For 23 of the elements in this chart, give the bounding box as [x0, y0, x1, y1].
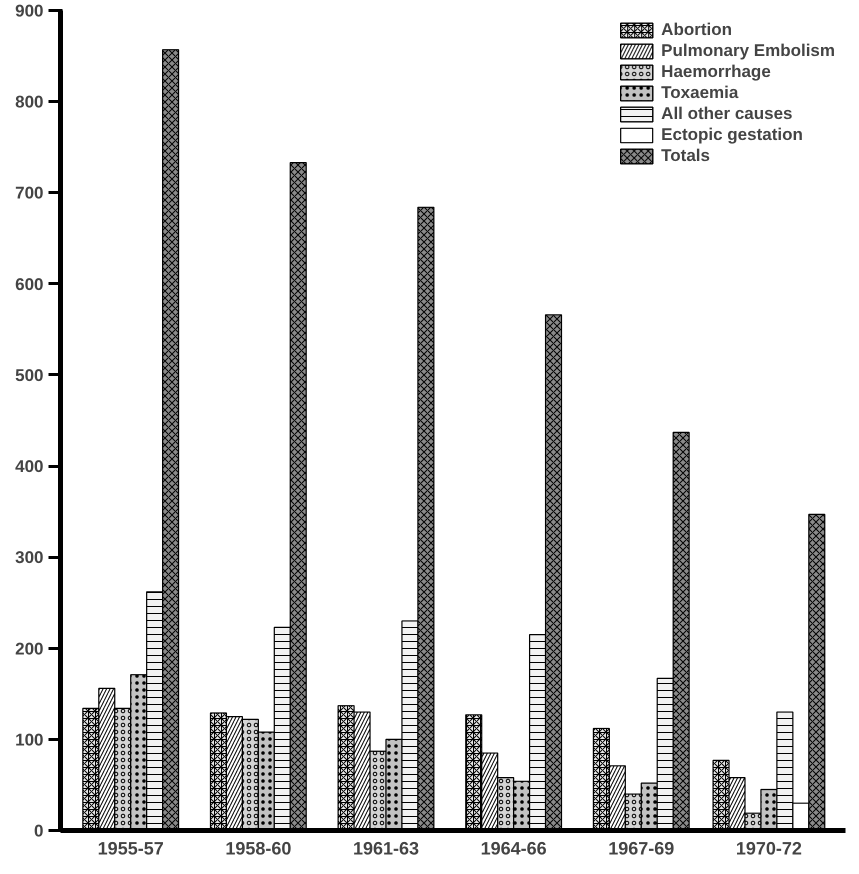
x-tick-label: 1961-63	[352, 838, 420, 858]
x-tick-label: 1967-69	[608, 838, 674, 858]
y-tick-label: 400	[15, 457, 44, 476]
y-tick-label: 800	[15, 92, 44, 112]
x-tick-label: 1964-66	[480, 838, 547, 858]
y-tick-label: 700	[15, 184, 44, 203]
y-tick-label: 500	[15, 366, 44, 385]
legend-label: Toxaemia	[661, 83, 738, 103]
x-tick-label: 1958-60	[225, 838, 292, 858]
legend-label: All other causes	[661, 104, 792, 124]
y-tick-label: 300	[15, 548, 44, 568]
x-tick-label: 1970-72	[736, 838, 802, 858]
legend-label: Abortion	[661, 20, 732, 40]
y-tick-label: 0	[34, 822, 44, 840]
y-tick-label: 600	[15, 274, 44, 294]
legend-label: Pulmonary Embolism	[661, 41, 835, 61]
legend-label: Haemorrhage	[661, 62, 771, 82]
legend-label: Ectopic gestation	[661, 125, 803, 145]
y-tick-label: 200	[15, 639, 44, 658]
legend-label: Totals	[661, 146, 710, 166]
y-tick-label: 100	[15, 730, 44, 750]
y-tick-label: 900	[15, 2, 44, 20]
x-tick-label: 1955-57	[98, 838, 164, 858]
